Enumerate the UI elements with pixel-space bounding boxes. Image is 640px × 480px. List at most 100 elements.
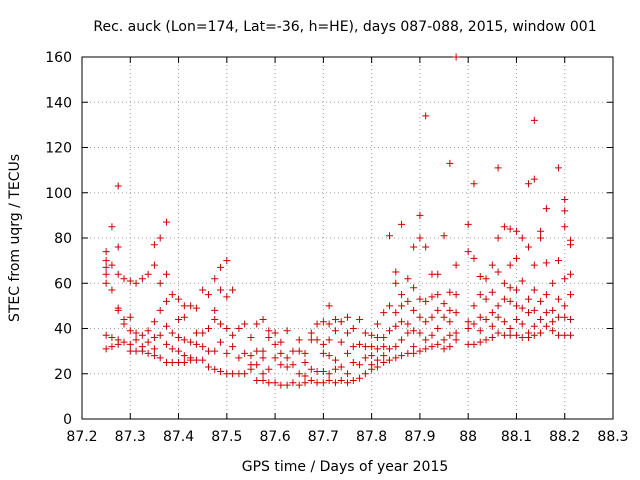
data-point bbox=[289, 379, 297, 387]
data-point bbox=[325, 302, 333, 310]
data-point bbox=[114, 306, 122, 314]
data-points bbox=[102, 53, 575, 389]
data-point bbox=[428, 331, 436, 339]
data-point bbox=[392, 354, 400, 362]
data-point bbox=[549, 306, 557, 314]
data-point bbox=[554, 313, 562, 321]
data-point bbox=[344, 370, 351, 378]
data-point bbox=[199, 286, 207, 294]
data-point bbox=[494, 302, 502, 310]
data-point bbox=[313, 320, 321, 328]
data-point bbox=[247, 365, 255, 373]
data-point bbox=[470, 302, 478, 310]
data-point bbox=[126, 277, 134, 285]
data-point bbox=[410, 327, 418, 335]
data-point bbox=[217, 263, 225, 271]
data-point bbox=[235, 354, 243, 362]
data-point bbox=[271, 354, 279, 362]
data-point bbox=[428, 293, 436, 301]
data-point bbox=[265, 365, 273, 373]
data-point bbox=[204, 363, 212, 371]
data-point bbox=[392, 343, 400, 351]
data-point bbox=[530, 261, 538, 269]
data-point bbox=[325, 320, 333, 328]
data-point bbox=[410, 349, 418, 357]
data-point bbox=[440, 313, 448, 321]
data-point bbox=[476, 291, 484, 299]
data-point bbox=[168, 358, 176, 366]
data-point bbox=[301, 349, 309, 357]
data-point bbox=[500, 295, 508, 303]
data-point bbox=[476, 313, 484, 321]
data-point bbox=[452, 336, 460, 344]
data-point bbox=[500, 318, 508, 326]
data-point bbox=[120, 320, 128, 328]
data-point bbox=[156, 234, 164, 242]
data-point bbox=[398, 336, 406, 344]
data-point bbox=[259, 354, 267, 362]
data-point bbox=[162, 297, 170, 305]
data-point bbox=[476, 327, 484, 335]
data-point bbox=[295, 336, 303, 344]
data-point bbox=[434, 306, 442, 314]
data-point bbox=[271, 329, 279, 337]
data-point bbox=[114, 270, 122, 278]
data-point bbox=[494, 268, 502, 276]
data-point bbox=[259, 370, 267, 378]
data-point bbox=[187, 302, 195, 310]
data-point bbox=[349, 325, 357, 332]
data-point bbox=[295, 370, 303, 378]
data-point bbox=[108, 334, 116, 342]
data-point bbox=[102, 270, 110, 278]
data-point bbox=[488, 322, 496, 330]
data-point bbox=[301, 358, 309, 366]
data-point bbox=[506, 261, 514, 269]
data-point bbox=[223, 349, 231, 357]
data-point bbox=[307, 329, 315, 337]
y-tick-label: 40 bbox=[54, 322, 72, 338]
data-point bbox=[211, 347, 219, 355]
data-point bbox=[277, 361, 285, 369]
data-point bbox=[283, 327, 291, 335]
data-point bbox=[373, 356, 381, 364]
data-point bbox=[416, 313, 424, 321]
data-point bbox=[344, 349, 351, 357]
data-point bbox=[452, 291, 460, 299]
data-point bbox=[289, 361, 297, 369]
data-point bbox=[289, 347, 297, 355]
data-point bbox=[512, 286, 520, 294]
data-point bbox=[192, 356, 200, 364]
data-point bbox=[506, 325, 514, 332]
data-point bbox=[126, 340, 134, 348]
data-point bbox=[271, 340, 279, 348]
data-point bbox=[301, 372, 309, 380]
data-point bbox=[554, 257, 562, 265]
data-point bbox=[482, 275, 490, 283]
data-point bbox=[567, 315, 575, 323]
data-point bbox=[434, 270, 442, 278]
data-point bbox=[530, 175, 538, 183]
data-point bbox=[126, 313, 134, 321]
data-point bbox=[265, 334, 273, 342]
data-point bbox=[542, 259, 550, 267]
x-tick-label: 87.8 bbox=[356, 429, 387, 445]
data-point bbox=[410, 343, 418, 351]
data-point bbox=[114, 243, 122, 251]
data-point bbox=[325, 352, 333, 360]
data-point bbox=[385, 302, 393, 310]
data-point bbox=[337, 338, 345, 346]
data-point bbox=[446, 331, 454, 339]
data-point bbox=[452, 329, 460, 337]
data-point bbox=[175, 295, 183, 303]
data-point bbox=[132, 347, 140, 355]
data-point bbox=[259, 315, 267, 323]
x-tick-label: 88.1 bbox=[501, 429, 532, 445]
data-point bbox=[567, 241, 575, 249]
data-point bbox=[567, 270, 575, 278]
data-point bbox=[398, 302, 406, 310]
data-point bbox=[542, 309, 550, 317]
data-point bbox=[349, 343, 357, 351]
data-point bbox=[380, 334, 388, 342]
data-point bbox=[180, 336, 188, 344]
